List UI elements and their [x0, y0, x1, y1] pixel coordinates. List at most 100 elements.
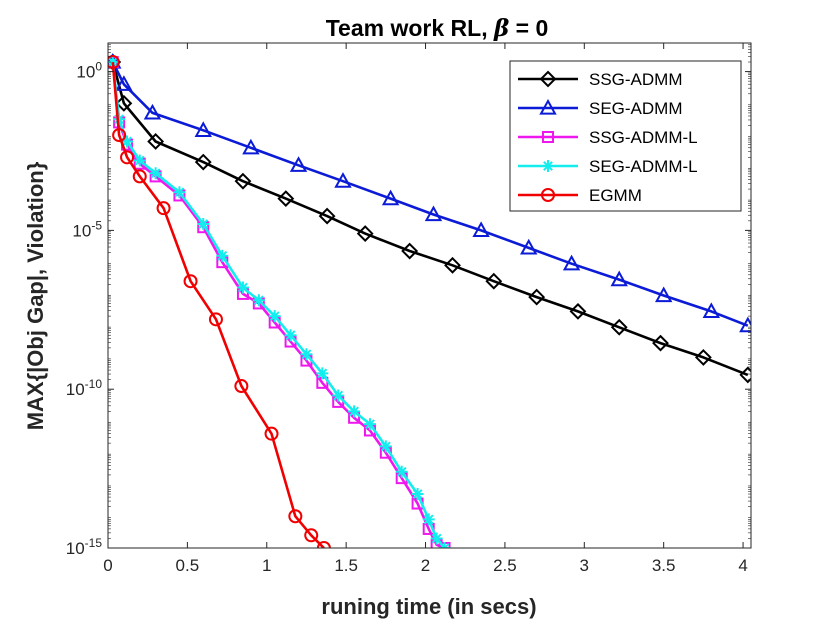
- data-point-seg-admm-l-glyph: [252, 294, 265, 307]
- data-point-ssg-admm: [739, 366, 751, 384]
- data-point-seg-admm-l-glyph: [108, 56, 119, 69]
- data-point-seg-admm-l: [363, 418, 376, 431]
- legend-label: SSG-ADMM: [589, 70, 683, 89]
- data-point-seg-admm-l-glyph: [121, 135, 134, 148]
- legend-label: SSG-ADMM-L: [589, 128, 698, 147]
- data-point-seg-admm-l-glyph: [411, 488, 424, 501]
- data-point-seg-admm: [381, 189, 400, 206]
- data-point-egmm: [112, 128, 127, 143]
- data-point-ssg-admm: [569, 302, 587, 320]
- x-tick-label: 0: [103, 556, 112, 575]
- data-point-seg-admm-l: [149, 167, 162, 180]
- data-point-seg-admm: [739, 316, 751, 333]
- legend-marker: [542, 160, 554, 172]
- x-tick-label: 2: [421, 556, 430, 575]
- y-tick-label: 10-10: [66, 377, 103, 399]
- data-point-seg-admm-l: [379, 440, 392, 453]
- data-point-seg-admm-l-glyph: [197, 218, 210, 231]
- data-point-seg-admm-l: [108, 56, 119, 69]
- x-tick-label: 0.5: [176, 556, 200, 575]
- data-point-seg-admm-l-glyph: [149, 167, 162, 180]
- data-point-seg-admm-l: [236, 281, 249, 294]
- data-point-ssg-admm: [444, 256, 461, 274]
- series-line-seg-admm: [111, 61, 749, 327]
- data-point-ssg-admm: [277, 190, 295, 208]
- data-point-seg-admm-l: [173, 186, 186, 199]
- data-point-ssg-admm: [356, 225, 374, 242]
- data-point-seg-admm-l-glyph: [236, 281, 249, 294]
- data-point-seg-admm-l: [316, 367, 329, 380]
- data-point-seg-admm-l: [113, 113, 126, 126]
- data-point-ssg-admm: [318, 207, 336, 225]
- y-tick-label: 100: [76, 60, 102, 82]
- data-point-seg-admm-l-glyph: [363, 418, 376, 431]
- legend-marker: [539, 70, 557, 88]
- data-point-seg-admm-l: [197, 218, 210, 231]
- data-point-egmm: [156, 201, 171, 216]
- x-tick-label: 1.5: [334, 556, 358, 575]
- data-point-egmm: [132, 169, 147, 184]
- data-point-seg-admm: [562, 254, 581, 271]
- x-tick-label: 2.5: [493, 556, 517, 575]
- series-ssg-admm: [108, 53, 751, 384]
- data-point-seg-admm-l-glyph: [216, 249, 229, 262]
- x-tick-label: 4: [738, 556, 747, 575]
- data-point-seg-admm-l: [121, 135, 134, 148]
- data-point-seg-admm-l-glyph: [300, 348, 313, 361]
- data-point-seg-admm-l-glyph: [113, 113, 126, 126]
- data-point-egmm: [108, 55, 120, 70]
- chart-title-prefix: Team work RL,: [326, 15, 494, 41]
- legend-marker: [539, 98, 557, 115]
- data-point-seg-admm-l: [268, 310, 281, 323]
- data-point-seg-admm-l: [348, 405, 361, 418]
- series-line-egmm: [111, 61, 325, 548]
- data-point-egmm: [183, 274, 198, 289]
- legend: SSG-ADMM SEG-ADMM SSG-ADMM-L SEG-ADMM-L EGMM: [509, 60, 742, 212]
- legend-label: SEG-ADMM-L: [589, 157, 698, 176]
- legend-marker: [542, 131, 554, 143]
- data-point-seg-admm-l: [300, 348, 313, 361]
- data-point-egmm: [208, 312, 223, 327]
- chart-title-symbol: β: [493, 15, 509, 42]
- data-point-seg-admm: [143, 103, 162, 120]
- data-point-seg-admm: [115, 75, 133, 91]
- data-point-seg-admm: [472, 221, 490, 237]
- data-point-seg-admm-l: [284, 329, 297, 342]
- data-point-seg-admm: [334, 172, 352, 188]
- chart-title: Team work RL, β = 0: [326, 15, 549, 42]
- data-point-egmm: [120, 150, 135, 165]
- data-point-egmm: [316, 541, 331, 548]
- data-point-ssg-admm: [234, 172, 252, 190]
- data-point-seg-admm: [242, 138, 260, 155]
- data-point-seg-admm-l: [216, 249, 229, 262]
- legend-label: SEG-ADMM: [589, 99, 683, 118]
- data-point-ssg-admm: [194, 153, 212, 171]
- legend-marker: [541, 188, 555, 202]
- data-point-seg-admm: [610, 270, 628, 287]
- axes-layer: 0 0.5 1 1.5 2 2.5 3 3.5 4 100 10-5 10-10 10-15: [66, 43, 751, 575]
- data-point-seg-admm-l-glyph: [268, 310, 281, 323]
- data-point-egmm: [234, 379, 249, 394]
- x-tick-label: 3: [580, 556, 589, 575]
- data-point-ssg-admm: [610, 318, 628, 336]
- data-point-seg-admm-l-glyph: [430, 532, 443, 545]
- chart-title-suffix: = 0: [509, 15, 548, 41]
- legend-label: EGMM: [589, 186, 642, 205]
- data-point-seg-admm: [289, 156, 308, 172]
- data-point-ssg-admm: [115, 94, 133, 112]
- data-point-seg-admm-l-glyph: [133, 154, 146, 167]
- data-point-seg-admm-l: [422, 513, 435, 526]
- x-axis-label: runing time (in secs): [321, 594, 536, 619]
- y-tick-label: 10-5: [72, 218, 102, 240]
- data-point-seg-admm-l-glyph: [348, 405, 361, 418]
- legend-marker-glyph: [542, 160, 554, 172]
- data-point-ssg-admm: [652, 334, 669, 352]
- data-point-ssg-admm: [528, 288, 546, 306]
- data-point-seg-admm-l-glyph: [422, 513, 435, 526]
- data-point-seg-admm-l-glyph: [284, 329, 297, 342]
- data-point-seg-admm-l-glyph: [379, 440, 392, 453]
- data-point-seg-admm: [194, 121, 212, 137]
- data-point-seg-admm: [654, 286, 673, 303]
- data-point-egmm: [288, 509, 303, 524]
- y-tick-label: 10-15: [66, 536, 103, 558]
